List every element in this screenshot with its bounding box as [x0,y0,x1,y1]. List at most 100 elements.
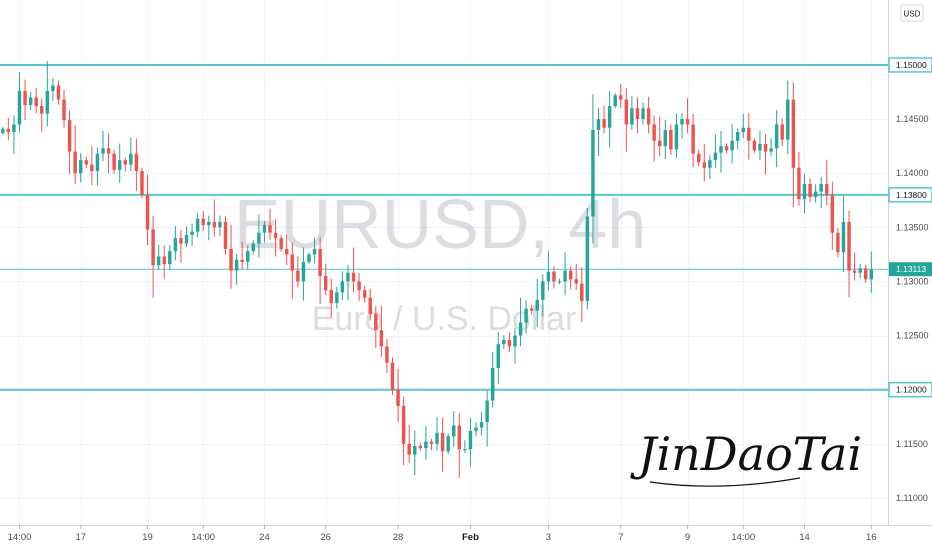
candle-up [346,264,350,301]
candle-up [173,226,178,261]
candle-body [201,218,205,226]
candle-body [580,283,584,301]
candle-up [479,412,484,436]
candle-up [641,102,645,125]
candle-down [240,241,244,270]
candle-down [825,159,829,206]
candle-down [84,156,89,169]
candle-up [413,430,417,476]
candle-down [407,424,411,463]
candle-body [563,270,567,282]
time-tick-label: 3 [546,532,551,543]
candle-up [485,390,489,447]
level-price-label: 1.12000 [896,385,927,395]
candle-body [251,243,256,252]
candle-up [435,417,439,451]
candle-body [847,221,851,271]
candle-body [730,140,734,151]
candle-body [529,308,534,311]
candle-body [791,99,796,168]
candle-body [864,268,868,280]
price-tick-label: 1.13000 [896,276,929,286]
candle-body [457,425,462,450]
candle-down [635,97,640,134]
candle-body [646,108,651,125]
candle-body [735,132,740,141]
candle-body [468,430,473,450]
candle-up [257,214,261,258]
candle-body [117,160,122,170]
candle-body [557,281,562,283]
candle-body [351,272,356,282]
currency-badge[interactable] [900,4,924,22]
time-tick-label: Feb [462,532,479,543]
candle-body [452,425,456,437]
candle-down [40,98,44,132]
candle-down [134,138,139,192]
candle-body [836,232,840,253]
candle-down [652,115,656,162]
candle-up [312,237,317,264]
candle-body [257,232,261,244]
candle-body [234,259,239,271]
candle-body [6,128,11,133]
candle-up [674,113,679,158]
candle-body [296,270,300,282]
candle-body [207,221,211,226]
candle-body [173,238,178,252]
candle-down [151,215,155,298]
candle-body [340,281,345,293]
candle-body [151,229,155,266]
candle-up [251,240,256,255]
candle-body [658,140,662,147]
candle-up [17,72,22,133]
candle-body [663,129,668,147]
candle-down [385,338,389,373]
candle-up [45,61,50,127]
last-price-label: 1.13113 [896,264,926,274]
candle-body [390,362,395,390]
time-tick-label: 14 [799,532,810,543]
candle-body [674,124,679,150]
candle-down [602,105,606,134]
candle-body [819,184,823,192]
candle-body [747,127,751,141]
candle-body [802,184,807,200]
candle-body [591,129,595,217]
price-tick-label: 1.12500 [896,331,929,341]
candle-down [279,235,283,252]
candle-down [429,438,434,451]
candle-down [379,305,384,357]
candle-down [106,133,111,174]
candle-down [62,89,66,128]
candle-up [663,120,668,160]
candle-body [413,445,417,455]
candle-down [457,413,462,478]
candle-down [763,134,768,175]
candle-up [596,108,601,156]
candle-down [34,87,38,114]
candle-up [802,173,807,214]
candle-body [401,405,406,444]
candle-down [212,199,217,237]
candle-body [290,254,295,271]
candle-body [596,119,601,130]
candle-body [156,256,161,266]
candle-up [758,130,762,161]
candle-body [374,313,378,331]
candle-down [67,110,72,175]
candle-body [246,251,250,262]
watermark: EURUSD, 4h Euro / U.S. Dollar [234,185,646,338]
candle-up [858,264,862,279]
candle-up [101,130,105,162]
candle-down [507,332,512,353]
candle-body [769,148,773,152]
candle-body [702,162,707,168]
candle-down [691,114,695,168]
time-tick-label: 9 [685,532,690,543]
candle-up [585,208,590,310]
candle-down [847,210,851,298]
candle-down [284,234,289,266]
